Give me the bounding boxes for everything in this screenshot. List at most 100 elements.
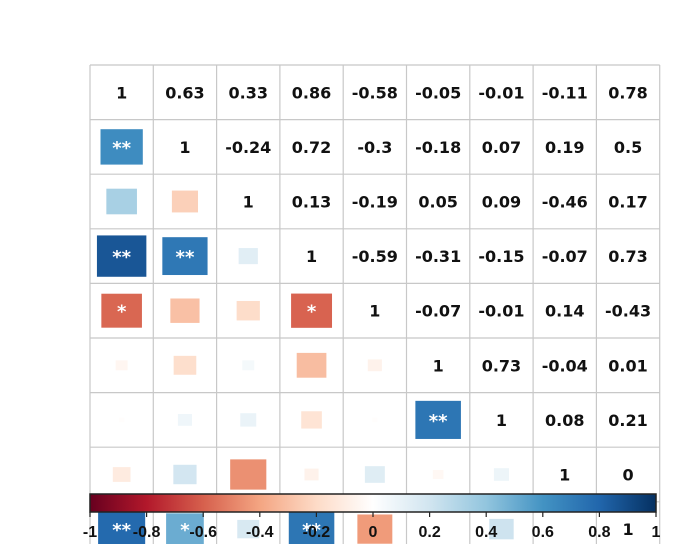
colorbar-tick-label: 0.4 (475, 524, 497, 541)
corr-value-label: 0.33 (229, 83, 268, 102)
corr-square (304, 468, 319, 481)
matrix-cells: 1 0.63 0.33 0.86 -0.58 -0.05 -0.01 -0.11 0.78** 1… (96, 83, 651, 544)
corr-value-label: -0.46 (542, 193, 588, 212)
corr-square (96, 235, 147, 277)
corr-value-label: -0.07 (542, 247, 588, 266)
corr-square (415, 400, 461, 439)
colorbar-tick-label: 0.8 (588, 524, 610, 541)
corr-square (489, 518, 514, 540)
significance-marker: ** (429, 411, 448, 432)
matrix-grid (89, 64, 661, 544)
corr-square (173, 464, 197, 485)
corr-value-label: -0.19 (352, 193, 398, 212)
colorbar-tick-label: 0.2 (418, 524, 440, 541)
colorbar-tick-label: -0.6 (189, 524, 217, 541)
corr-value-label: 0.5 (614, 138, 642, 157)
corr-value-label: 0.63 (165, 83, 204, 102)
corr-value-label: -0.11 (542, 83, 588, 102)
corr-value-label: -0.15 (478, 247, 524, 266)
corr-square (112, 467, 131, 482)
corr-value-label: 0.08 (545, 411, 584, 430)
colorbar-tick-label: -0.2 (303, 524, 331, 541)
colorbar-tick-label: 0 (369, 524, 378, 541)
corr-square (118, 417, 125, 423)
corr-square (236, 300, 260, 321)
colorbar-tick-label: -1 (83, 524, 97, 541)
corr-square (242, 360, 255, 371)
corr-value-label: 1 (116, 83, 127, 102)
corr-value-label: -0.01 (478, 83, 524, 102)
corr-value-label: 1 (496, 411, 507, 430)
corr-value-label: 0.78 (608, 83, 647, 102)
corr-square (173, 355, 197, 375)
corr-value-label: 0.86 (292, 83, 331, 102)
corr-square (100, 129, 143, 165)
significance-marker: ** (176, 247, 195, 268)
corr-square (291, 293, 333, 328)
significance-marker: ** (112, 138, 131, 159)
colorbar-tick-label: -0.4 (246, 524, 274, 541)
corr-square (296, 352, 327, 378)
corr-value-label: -0.43 (605, 302, 651, 321)
significance-marker: ** (112, 247, 131, 268)
corr-value-label: 0.14 (545, 302, 584, 321)
corr-value-label: 1 (433, 356, 444, 375)
significance-marker: ** (302, 520, 321, 541)
colorbar: -1 -0.8 -0.6 -0.4 -0.2 0 0.2 0.4 0.6 0.8 1 (83, 493, 661, 541)
colorbar-tick-label: 0.6 (532, 524, 554, 541)
corr-value-label: 1 (622, 520, 633, 539)
corr-square (367, 359, 382, 372)
corr-value-label: -0.59 (352, 247, 398, 266)
corr-value-label: 0.07 (482, 138, 521, 157)
corr-value-label: -0.24 (225, 138, 271, 157)
corr-square (171, 190, 199, 213)
corr-square (435, 526, 441, 532)
corr-square (237, 519, 260, 539)
significance-marker: * (117, 302, 127, 323)
corr-value-label: -0.18 (415, 138, 461, 157)
corr-square (240, 413, 257, 427)
colorbar-tick-label: -0.8 (133, 524, 161, 541)
colorbar-tick-label: 1 (652, 524, 661, 541)
corr-value-label: 1 (369, 302, 380, 321)
corr-value-label: 1 (243, 193, 254, 212)
corr-square (364, 466, 385, 483)
corr-square (432, 470, 444, 479)
corr-value-label: 0.17 (608, 193, 647, 212)
corr-value-label: -0.05 (415, 83, 461, 102)
corr-value-label: 0.73 (482, 356, 521, 375)
significance-marker: ** (112, 520, 131, 541)
corr-value-label: 0.09 (482, 193, 521, 212)
corr-square (288, 510, 335, 544)
significance-marker: * (307, 302, 317, 323)
corr-value-label: 0.01 (608, 356, 647, 375)
corr-value-label: 1 (179, 138, 190, 157)
colorbar-gradient (89, 493, 657, 513)
significance-marker: * (180, 520, 190, 541)
corr-value-label: -0.04 (542, 356, 588, 375)
corr-square (166, 513, 204, 544)
corr-value-label: -0.07 (415, 302, 461, 321)
corr-value-label: 0.13 (292, 193, 331, 212)
corr-square (162, 237, 208, 276)
corr-value-label: 1 (559, 466, 570, 485)
corr-square (106, 188, 137, 215)
corr-value-label: 0.73 (608, 247, 647, 266)
corr-value-label: -0.3 (357, 138, 392, 157)
corr-value-label: 0.05 (418, 193, 457, 212)
corr-square (230, 459, 267, 490)
corr-value-label: 0.19 (545, 138, 584, 157)
corr-square (98, 509, 146, 544)
corr-square (357, 514, 393, 544)
corr-square (170, 298, 200, 323)
corr-value-label: -0.01 (478, 302, 524, 321)
corr-value-label: 0.21 (608, 411, 647, 430)
corr-square (115, 360, 128, 371)
corr-square (301, 411, 322, 429)
corr-square (177, 413, 193, 426)
corr-value-label: 0.72 (292, 138, 331, 157)
corr-value-label: -0.58 (352, 83, 398, 102)
corr-square (101, 293, 142, 328)
corr-value-label: 0 (622, 466, 633, 485)
